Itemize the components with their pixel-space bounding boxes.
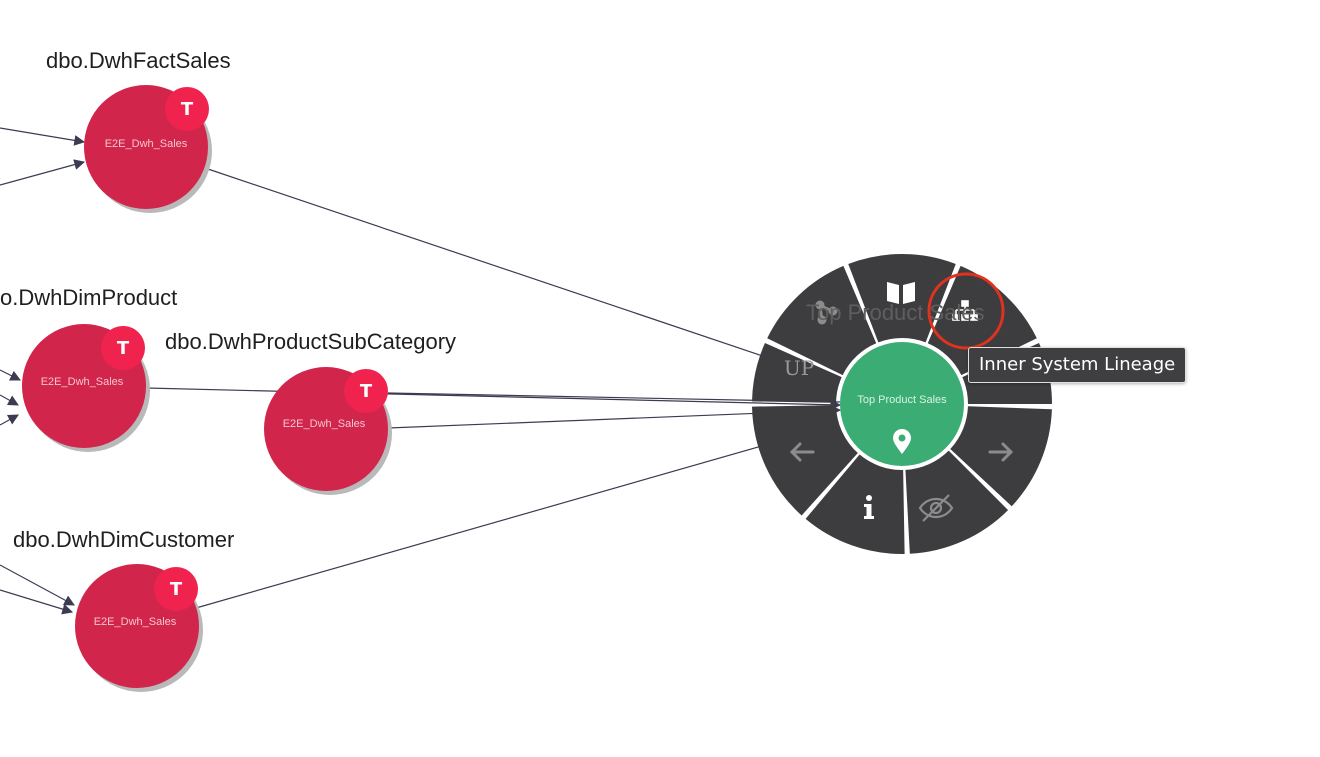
table-badge: T [154, 567, 198, 611]
segment-info[interactable] [805, 454, 905, 554]
arrow-right-icon[interactable] [988, 442, 1014, 462]
share-icon[interactable] [815, 300, 838, 325]
center-node-title: Top Product Sales [806, 300, 985, 325]
center-node[interactable] [840, 342, 964, 466]
node-system-dimcustomer: E2E_Dwh_Sales [93, 616, 177, 628]
segment-back[interactable] [752, 405, 858, 516]
node-title-factsales: dbo.DwhFactSales [46, 48, 231, 73]
up-button-label: UP [783, 356, 815, 380]
table-badge: T [101, 326, 145, 370]
segment-hide[interactable] [905, 450, 1009, 554]
book-icon[interactable] [887, 282, 915, 304]
node-title-dimproduct: o.DwhDimProduct [0, 285, 178, 310]
edge-dimproduct-to-center [145, 387, 842, 411]
node-system-factsales: E2E_Dwh_Sales [104, 138, 188, 150]
segment-up[interactable] [752, 342, 842, 403]
table-badge: T [344, 369, 388, 413]
edge-in-dimproduct-1 [0, 369, 21, 381]
edge-factsales-to-center [204, 167, 830, 381]
segment-forward[interactable] [950, 406, 1052, 507]
edge-dimcustomer-to-center [195, 422, 837, 609]
node-title-dimcustomer: dbo.DwhDimCustomer [13, 527, 235, 552]
center-node-label: Top Product Sales [857, 394, 947, 406]
edge-in-dimcustomer-2 [0, 589, 74, 615]
node-system-subcategory: E2E_Dwh_Sales [282, 418, 366, 430]
map-pin-icon [893, 429, 911, 454]
highlight-ring [927, 272, 1005, 350]
edge-in-factsales-2 [0, 159, 86, 186]
edge-in-factsales-1 [0, 127, 86, 146]
edges [0, 127, 842, 615]
table-badge: T [165, 87, 209, 131]
edge-in-dimproduct-3 [0, 414, 19, 426]
eye-slash-icon[interactable] [918, 494, 954, 522]
info-icon[interactable] [864, 495, 874, 519]
node-system-dimproduct: E2E_Dwh_Sales [40, 376, 124, 388]
node-title-subcategory: dbo.DwhProductSubCategory [165, 329, 457, 354]
sitemap-icon[interactable] [952, 300, 978, 321]
arrow-left-icon[interactable] [789, 442, 815, 462]
edge-in-dimproduct-2 [0, 394, 19, 406]
tooltip: Inner System Lineage [968, 347, 1187, 383]
edge-in-dimcustomer-1 [0, 564, 75, 606]
